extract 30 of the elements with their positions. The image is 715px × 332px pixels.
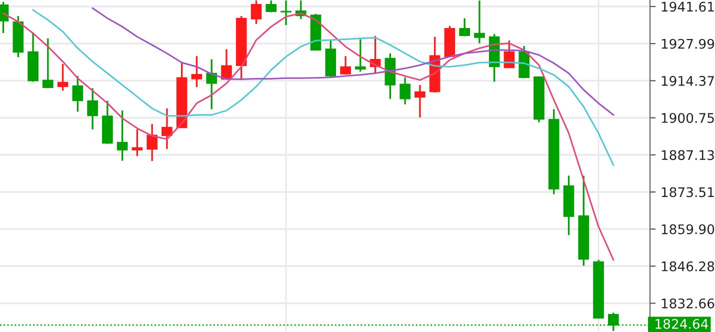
- y-tick-label: 1887.13: [662, 150, 714, 160]
- y-tick-label: 1900.75: [662, 113, 714, 123]
- candlestick: [57, 63, 68, 92]
- candlestick: [459, 17, 470, 38]
- y-tick-label: 1832.66: [662, 298, 714, 308]
- y-tick-label: 1859.90: [662, 224, 714, 234]
- candlestick: [72, 75, 84, 112]
- candlestick: [400, 76, 410, 106]
- candlestick: [266, 0, 277, 14]
- y-tick-label: 1846.28: [662, 261, 714, 272]
- y-tick-label: 1941.61: [662, 2, 714, 12]
- candlestick: [250, 0, 262, 25]
- candlestick: [191, 55, 202, 88]
- line-series: [92, 7, 614, 116]
- line-series: [32, 9, 614, 166]
- y-tick-label: 1914.37: [662, 76, 714, 86]
- candlestick: [162, 108, 172, 150]
- candlestick: [414, 84, 426, 118]
- ref-line-label: 1824.64: [656, 318, 708, 329]
- candlestick: [116, 110, 128, 162]
- candlestick: [132, 128, 143, 157]
- candlestick: [42, 38, 54, 90]
- candlestick: [87, 87, 98, 130]
- candlestick: [280, 0, 292, 26]
- candlestick: [355, 38, 366, 72]
- y-tick-label: 1927.99: [662, 38, 714, 49]
- candlestick: [146, 123, 158, 162]
- candlestick: [474, 0, 485, 44]
- candlestick: [340, 55, 351, 76]
- y-tick-label: 1873.51: [662, 187, 714, 198]
